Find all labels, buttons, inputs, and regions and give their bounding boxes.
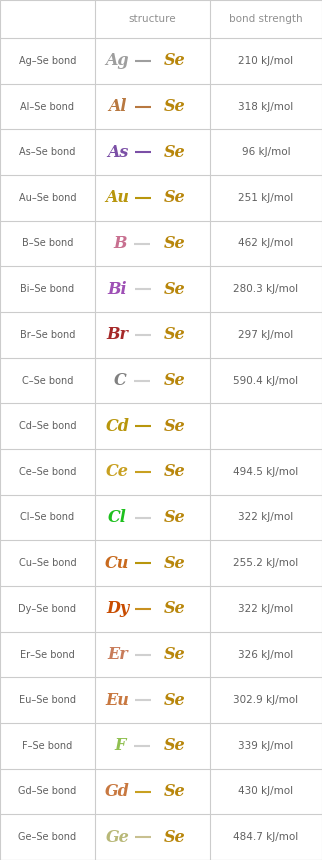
- Text: C–Se bond: C–Se bond: [22, 376, 73, 385]
- Text: B–Se bond: B–Se bond: [22, 238, 73, 249]
- Text: Se: Se: [164, 52, 185, 70]
- Text: Cd: Cd: [106, 418, 129, 434]
- Text: Bi: Bi: [108, 280, 127, 298]
- Text: Al: Al: [108, 98, 127, 115]
- Text: 255.2 kJ/mol: 255.2 kJ/mol: [233, 558, 298, 568]
- Text: Br–Se bond: Br–Se bond: [20, 330, 75, 340]
- Text: Eu: Eu: [106, 691, 129, 709]
- Text: Se: Se: [164, 98, 185, 115]
- Text: Cu–Se bond: Cu–Se bond: [19, 558, 76, 568]
- Text: Ag–Se bond: Ag–Se bond: [19, 56, 76, 66]
- Text: 280.3 kJ/mol: 280.3 kJ/mol: [233, 284, 298, 294]
- Text: 494.5 kJ/mol: 494.5 kJ/mol: [233, 467, 298, 476]
- Text: Se: Se: [164, 372, 185, 389]
- Text: As: As: [107, 144, 128, 161]
- Text: Br: Br: [107, 326, 128, 343]
- Text: structure: structure: [129, 14, 176, 24]
- Text: Se: Se: [164, 326, 185, 343]
- Text: 484.7 kJ/mol: 484.7 kJ/mol: [233, 832, 298, 842]
- Text: Ge–Se bond: Ge–Se bond: [18, 832, 77, 842]
- Text: Se: Se: [164, 280, 185, 298]
- Text: 322 kJ/mol: 322 kJ/mol: [238, 513, 294, 523]
- Text: Dy–Se bond: Dy–Se bond: [18, 604, 77, 614]
- Text: 339 kJ/mol: 339 kJ/mol: [238, 740, 294, 751]
- Text: Au: Au: [106, 189, 129, 206]
- Text: Ce–Se bond: Ce–Se bond: [19, 467, 76, 476]
- Text: 96 kJ/mol: 96 kJ/mol: [242, 147, 290, 157]
- Text: 302.9 kJ/mol: 302.9 kJ/mol: [233, 695, 298, 705]
- Text: Er: Er: [107, 646, 128, 663]
- Text: Gd–Se bond: Gd–Se bond: [18, 787, 77, 796]
- Text: C: C: [114, 372, 127, 389]
- Text: Cl: Cl: [108, 509, 127, 526]
- Text: Se: Se: [164, 418, 185, 434]
- Text: Au–Se bond: Au–Se bond: [19, 193, 76, 203]
- Text: 297 kJ/mol: 297 kJ/mol: [238, 330, 294, 340]
- Text: Se: Se: [164, 600, 185, 617]
- Text: 318 kJ/mol: 318 kJ/mol: [238, 101, 294, 112]
- Text: F–Se bond: F–Se bond: [22, 740, 73, 751]
- Text: As–Se bond: As–Se bond: [19, 147, 76, 157]
- Text: 326 kJ/mol: 326 kJ/mol: [238, 649, 294, 660]
- Text: Al–Se bond: Al–Se bond: [21, 101, 74, 112]
- Text: Se: Se: [164, 783, 185, 800]
- Text: Se: Se: [164, 691, 185, 709]
- Text: Se: Se: [164, 235, 185, 252]
- Text: Se: Se: [164, 829, 185, 845]
- Text: Gd: Gd: [105, 783, 130, 800]
- Text: Eu–Se bond: Eu–Se bond: [19, 695, 76, 705]
- Text: 251 kJ/mol: 251 kJ/mol: [238, 193, 294, 203]
- Text: Ce: Ce: [106, 464, 129, 481]
- Text: Er–Se bond: Er–Se bond: [20, 649, 75, 660]
- Text: Cl–Se bond: Cl–Se bond: [20, 513, 75, 523]
- Text: 210 kJ/mol: 210 kJ/mol: [238, 56, 294, 66]
- Text: Se: Se: [164, 464, 185, 481]
- Text: 590.4 kJ/mol: 590.4 kJ/mol: [233, 376, 298, 385]
- Text: 462 kJ/mol: 462 kJ/mol: [238, 238, 294, 249]
- Text: Cu: Cu: [105, 555, 130, 572]
- Text: B: B: [114, 235, 127, 252]
- Text: Se: Se: [164, 144, 185, 161]
- Text: Se: Se: [164, 646, 185, 663]
- Text: Ag: Ag: [106, 52, 129, 70]
- Text: Se: Se: [164, 555, 185, 572]
- Text: Se: Se: [164, 189, 185, 206]
- Text: bond strength: bond strength: [229, 14, 303, 24]
- Text: 322 kJ/mol: 322 kJ/mol: [238, 604, 294, 614]
- Text: 430 kJ/mol: 430 kJ/mol: [238, 787, 294, 796]
- Text: Dy: Dy: [106, 600, 129, 617]
- Text: Se: Se: [164, 509, 185, 526]
- Text: Bi–Se bond: Bi–Se bond: [20, 284, 75, 294]
- Text: Se: Se: [164, 737, 185, 754]
- Text: Ge: Ge: [106, 829, 129, 845]
- Text: Cd–Se bond: Cd–Se bond: [19, 421, 76, 431]
- Text: F: F: [115, 737, 126, 754]
